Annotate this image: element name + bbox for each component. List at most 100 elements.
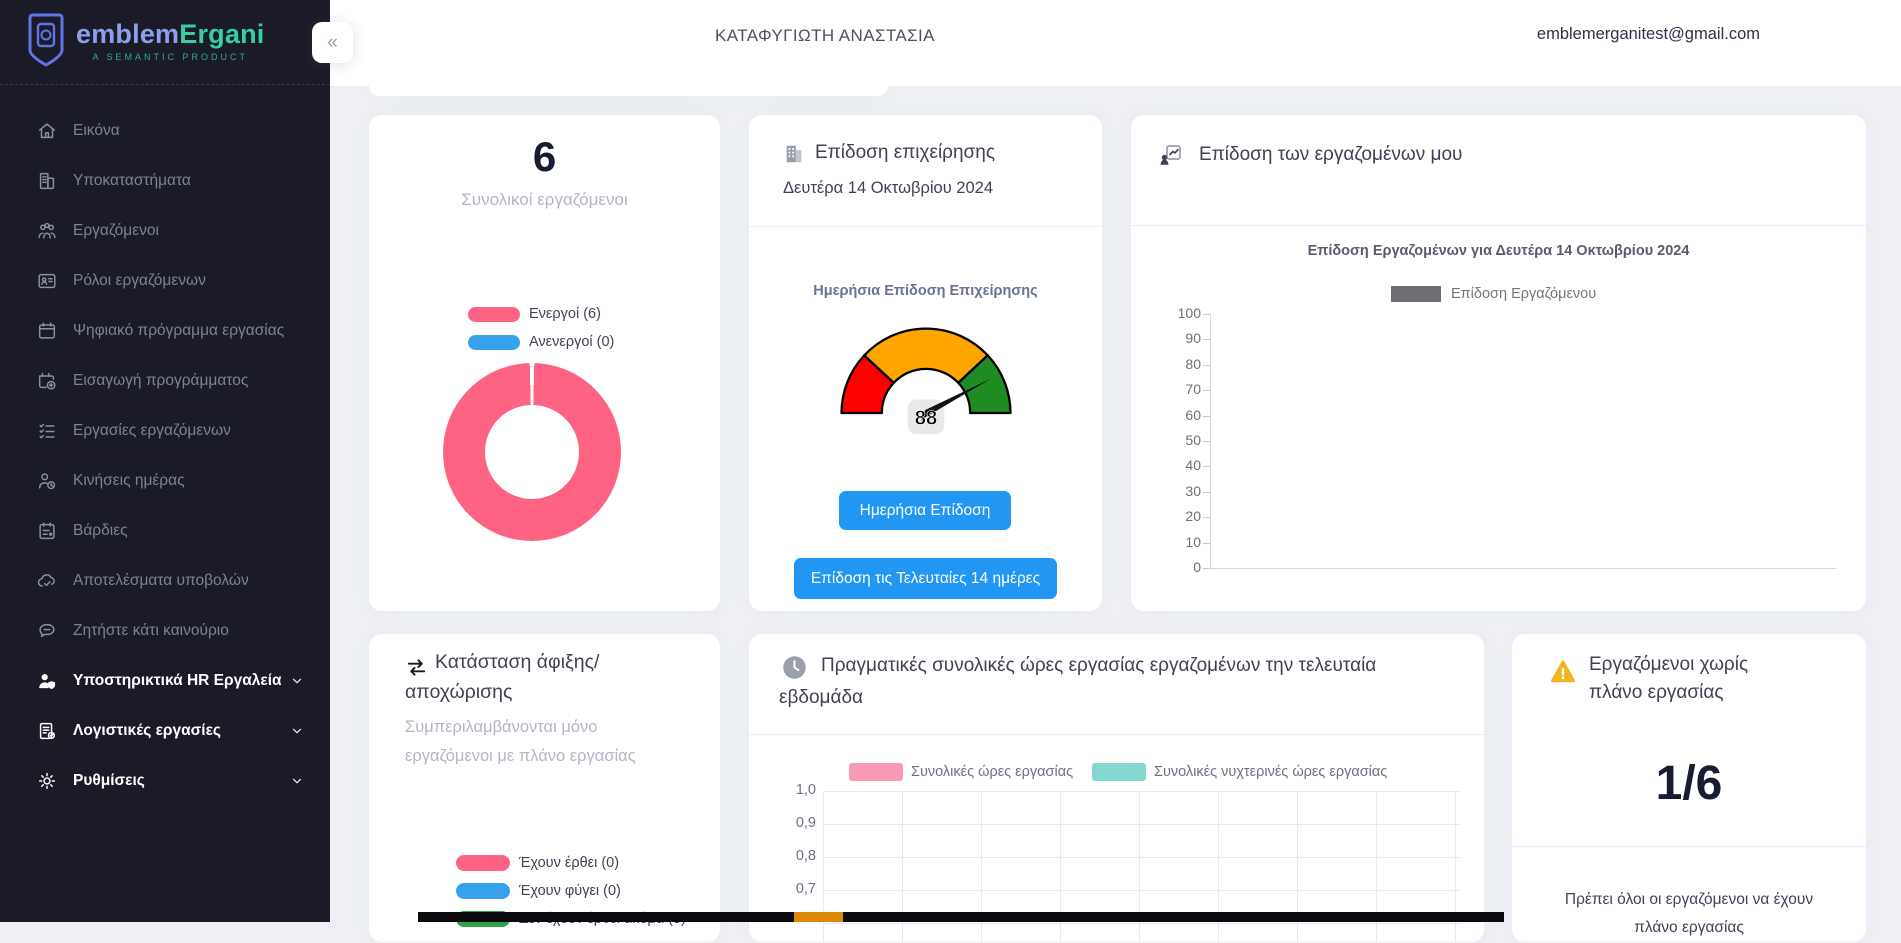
legend-swatch-total-hours (849, 763, 903, 781)
no-plan-ratio-value: 1/6 (1655, 757, 1723, 810)
sidebar-item-shifts[interactable]: Βάρδιες (0, 506, 330, 556)
y-tick: 0,9 (795, 815, 816, 831)
chevron-down-icon (290, 724, 304, 738)
person-shield-icon (36, 670, 58, 692)
warning-triangle-icon (1549, 658, 1577, 686)
legend-label-arrived: Έχουν έρθει (0) (519, 855, 620, 871)
arrival-status-subtitle-line2: εργαζόμενοι με πλάνο εργασίας (405, 747, 636, 765)
y-tick: 40 (1185, 457, 1201, 473)
people-icon (36, 220, 58, 242)
shield-logo-icon (28, 13, 64, 67)
calendar-icon (36, 320, 58, 342)
employee-performance-title: Επίδοση των εργαζομένων μου (1199, 144, 1463, 165)
cloud-check-icon (36, 570, 58, 592)
dashboard-content: 6 Συνολικοί εργαζόμενοι Ενεργοί (6) Ανεν… (330, 86, 1901, 943)
sidebar-item-request-new[interactable]: Ζητήστε κάτι καινούριο (0, 606, 330, 656)
y-tick: 30 (1185, 483, 1201, 499)
user-email: emblemerganitest@gmail.com (1536, 25, 1760, 43)
chevron-down-icon (290, 674, 304, 688)
company-building-icon (783, 143, 805, 165)
gear-icon (36, 770, 58, 792)
legend-label-night-hours: Συνολικές νυχτερινές ώρες εργασίας (1154, 764, 1388, 780)
total-employees-value: 6 (532, 133, 557, 180)
daily-performance-gauge-label: Ημερήσια Επίδοση Επιχείρησης (813, 283, 1038, 299)
divider (749, 226, 1102, 227)
daily-performance-button[interactable]: Ημερήσια Επίδοση (839, 491, 1011, 530)
sidebar-item-employee-tasks[interactable]: Εργασίες εργαζόμενων (0, 406, 330, 456)
legend-swatch-active (468, 307, 520, 322)
id-card-icon (36, 270, 58, 292)
sidebar-item-hr-tools[interactable]: Υποστηρικτικά HR Εργαλεία (0, 656, 330, 706)
no-plan-title-line1: Εργαζόμενοι χωρίς (1589, 654, 1749, 675)
sidebar: emblemErgani A SEMANTIC PRODUCT Εικόνα Υ… (0, 0, 330, 922)
legend-swatch-left (456, 883, 510, 899)
y-axis-line (1210, 314, 1211, 568)
bottom-partial-element (418, 912, 1504, 922)
bottom-partial-orange-segment (794, 912, 843, 922)
employee-performance-chart-title: Επίδοση Εργαζομένων για Δευτέρα 14 Οκτωβ… (1307, 243, 1690, 259)
no-plan-note-line1: Πρέπει όλοι οι εργαζόμενοι να έχουν (1564, 891, 1814, 908)
y-tick: 70 (1185, 381, 1201, 397)
card-weekly-hours: Πραγματικές συνολικές ώρες εργασίας εργα… (748, 633, 1485, 943)
sidebar-item-employees[interactable]: Εργαζόμενοι (0, 206, 330, 256)
sidebar-divider (0, 84, 330, 85)
y-tick: 1,0 (795, 782, 816, 798)
card-arrival-status: Κατάσταση άφιξης/ αποχώρισης Συμπεριλαμβ… (368, 633, 721, 943)
person-clock-icon (36, 470, 58, 492)
legend-label-active: Ενεργοί (6) (529, 306, 601, 322)
arrival-status-title-line2: αποχώρισης (405, 681, 513, 703)
sidebar-item-roles[interactable]: Ρόλοι εργαζόμενων (0, 256, 330, 306)
sidebar-item-accounting-tasks[interactable]: Λογιστικές εργασίες (0, 706, 330, 756)
legend-label-total-hours: Συνολικές ώρες εργασίας (911, 764, 1074, 780)
chat-icon (36, 620, 58, 642)
document-check-icon (36, 720, 58, 742)
weekly-hours-title-line2: εβδομάδα (779, 687, 864, 708)
sidebar-item-image[interactable]: Εικόνα (0, 106, 330, 156)
legend-label-employee-performance: Επίδοση Εργαζόμενου (1451, 286, 1597, 302)
top-bar: ΚΑΤΑΦΥΓΙΩΤΗ ΑΝΑΣΤΑΣΙΑ emblemerganitest@g… (330, 0, 1901, 86)
brand-subtitle: A SEMANTIC PRODUCT (92, 51, 248, 62)
clock-icon (781, 654, 808, 681)
building-icon (36, 170, 58, 192)
y-tick: 100 (1177, 305, 1201, 321)
no-plan-title-line2: πλάνο εργασίας (1589, 682, 1724, 703)
calendar-plus-icon (36, 370, 58, 392)
total-employees-label: Συνολικοί εργαζόμενοι (461, 190, 628, 209)
sidebar-item-branches[interactable]: Υποκαταστήματα (0, 156, 330, 206)
sidebar-item-day-movements[interactable]: Κινήσεις ημέρας (0, 456, 330, 506)
legend-swatch-night-hours (1092, 763, 1146, 781)
sidebar-nav: Εικόνα Υποκαταστήματα Εργαζόμενοι Ρόλοι … (0, 106, 330, 806)
weekly-hours-title-line1: Πραγματικές συνολικές ώρες εργασίας εργα… (821, 655, 1377, 676)
shifts-calendar-icon (36, 520, 58, 542)
sidebar-item-settings[interactable]: Ρυθμίσεις (0, 756, 330, 806)
business-performance-title: Επίδοση επιχείρησης (815, 142, 996, 163)
sidebar-item-import-schedule[interactable]: Εισαγωγή προγράμματος (0, 356, 330, 406)
brand-logo[interactable]: emblemErgani A SEMANTIC PRODUCT (24, 12, 264, 68)
checklist-icon (36, 420, 58, 442)
legend-swatch-inactive (468, 335, 520, 350)
arrival-status-subtitle-line1: Συμπεριλαμβάνονται μόνο (405, 718, 598, 736)
card-employee-performance: Επίδοση των εργαζομένων μου Επίδοση Εργα… (1130, 114, 1867, 612)
legend-swatch-arrived (456, 855, 510, 871)
sidebar-item-submission-results[interactable]: Αποτελέσματα υποβολών (0, 556, 330, 606)
divider (1512, 846, 1866, 847)
employees-doughnut-chart[interactable] (443, 363, 621, 541)
divider (1131, 225, 1866, 226)
y-tick: 60 (1185, 407, 1201, 423)
sidebar-collapse-button[interactable]: « (312, 22, 353, 63)
y-tick: 80 (1185, 356, 1201, 372)
performance-gauge-chart[interactable]: 88 (826, 317, 1026, 437)
page-title: ΚΑΤΑΦΥΓΙΩΤΗ ΑΝΑΣΤΑΣΙΑ (715, 26, 935, 45)
brand-name: emblemErgani (76, 18, 265, 49)
person-chart-icon (1159, 143, 1183, 167)
last-14-days-performance-button[interactable]: Επίδοση τις Τελευταίες 14 ημέρες (794, 558, 1057, 599)
legend-label-inactive: Ανενεργοί (0) (529, 334, 615, 350)
y-tick: 0,8 (795, 848, 816, 864)
y-tick: 90 (1185, 330, 1201, 346)
sidebar-item-digital-schedule[interactable]: Ψηφιακό πρόγραμμα εργασίας (0, 306, 330, 356)
gauge-value: 88 (915, 408, 937, 430)
card-no-work-plan: Εργαζόμενοι χωρίς πλάνο εργασίας 1/6 Πρέ… (1511, 633, 1867, 943)
transfer-arrows-icon (405, 656, 428, 679)
scrolled-card-edge (368, 86, 889, 97)
chevron-down-icon (290, 774, 304, 788)
